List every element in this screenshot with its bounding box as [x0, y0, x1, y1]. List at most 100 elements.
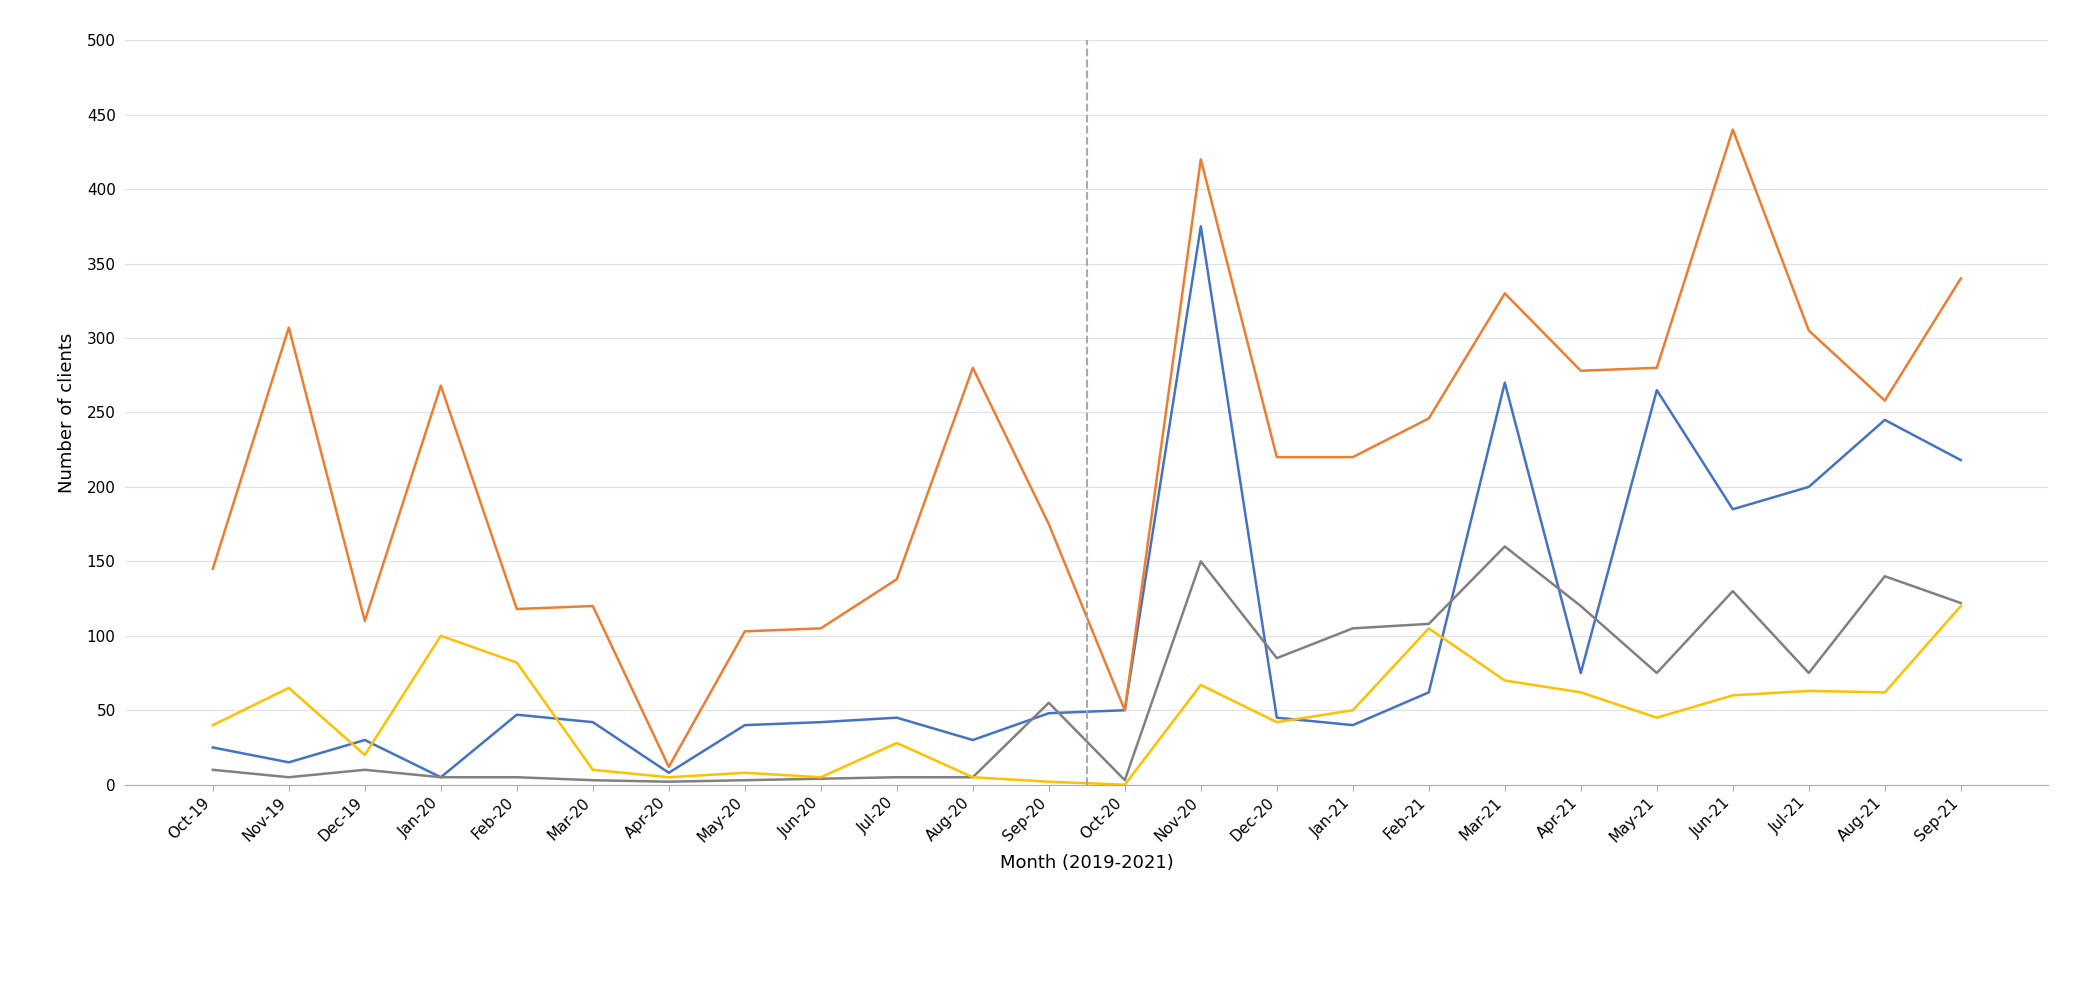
Fife [1037, 697, 1062, 709]
Spilhaus [959, 734, 984, 746]
Fife [884, 772, 909, 784]
Mpilo [581, 764, 606, 776]
Lister [1795, 325, 1820, 337]
Mpilo [1720, 689, 1745, 701]
Fife [1795, 667, 1820, 679]
Mpilo [1112, 779, 1137, 791]
Fife [1417, 618, 1442, 630]
Mpilo [276, 682, 301, 694]
Spilhaus [353, 734, 378, 746]
Mpilo [1645, 711, 1670, 723]
Mpilo [1189, 679, 1214, 691]
Mpilo [504, 657, 529, 669]
Mpilo [1340, 704, 1365, 716]
Mpilo [1795, 685, 1820, 697]
Y-axis label: Number of clients: Number of clients [59, 332, 75, 493]
X-axis label: Month (2019-2021): Month (2019-2021) [999, 854, 1175, 871]
Fife [732, 775, 757, 787]
Spilhaus [1568, 667, 1593, 679]
Spilhaus [809, 716, 834, 728]
Mpilo [428, 630, 454, 642]
Fife [201, 764, 226, 776]
Spilhaus [656, 767, 681, 779]
Mpilo [809, 772, 834, 784]
Lister [809, 623, 834, 635]
Fife [656, 776, 681, 788]
Mpilo [201, 719, 226, 731]
Lister [1645, 362, 1670, 374]
Lister [1948, 273, 1973, 285]
Mpilo [1037, 776, 1062, 788]
Line: Mpilo: Mpilo [213, 606, 1960, 785]
Mpilo [353, 748, 378, 761]
Lister [276, 322, 301, 334]
Spilhaus [1417, 686, 1442, 698]
Spilhaus [1645, 384, 1670, 396]
Line: Spilhaus: Spilhaus [213, 226, 1960, 778]
Fife [428, 772, 454, 784]
Mpilo [884, 737, 909, 749]
Fife [1189, 555, 1214, 567]
Lister [581, 600, 606, 612]
Mpilo [1873, 686, 1898, 698]
Spilhaus [428, 772, 454, 784]
Lister [1720, 124, 1745, 136]
Mpilo [1417, 623, 1442, 635]
Lister [656, 761, 681, 773]
Fife [276, 772, 301, 784]
Lister [504, 603, 529, 615]
Lister [353, 615, 378, 627]
Lister [1873, 394, 1898, 406]
Fife [1645, 667, 1670, 679]
Lister [732, 626, 757, 638]
Mpilo [1264, 716, 1290, 728]
Spilhaus [504, 708, 529, 720]
Fife [1264, 652, 1290, 664]
Spilhaus [276, 757, 301, 769]
Spilhaus [1720, 503, 1745, 515]
Spilhaus [1795, 481, 1820, 493]
Fife [353, 764, 378, 776]
Lister [1492, 288, 1517, 300]
Lister [1037, 518, 1062, 530]
Spilhaus [201, 741, 226, 753]
Spilhaus [1873, 413, 1898, 426]
Fife [809, 773, 834, 785]
Fife [1568, 600, 1593, 612]
Fife [1112, 775, 1137, 787]
Lister [1568, 365, 1593, 377]
Fife [581, 775, 606, 787]
Spilhaus [1189, 220, 1214, 232]
Fife [1873, 570, 1898, 582]
Spilhaus [1948, 454, 1973, 466]
Spilhaus [581, 716, 606, 728]
Fife [959, 772, 984, 784]
Lister [1112, 704, 1137, 716]
Mpilo [1492, 674, 1517, 686]
Mpilo [1568, 686, 1593, 698]
Fife [1492, 540, 1517, 552]
Mpilo [959, 772, 984, 784]
Spilhaus [884, 711, 909, 723]
Mpilo [656, 772, 681, 784]
Line: Lister: Lister [213, 130, 1960, 767]
Fife [504, 772, 529, 784]
Fife [1340, 623, 1365, 635]
Fife [1948, 597, 1973, 609]
Spilhaus [732, 719, 757, 731]
Spilhaus [1037, 707, 1062, 719]
Fife [1720, 585, 1745, 598]
Lister [1340, 451, 1365, 463]
Lister [428, 379, 454, 391]
Spilhaus [1264, 711, 1290, 723]
Spilhaus [1340, 719, 1365, 731]
Lister [1264, 451, 1290, 463]
Lister [884, 573, 909, 585]
Spilhaus [1112, 704, 1137, 716]
Lister [1417, 412, 1442, 425]
Line: Fife: Fife [213, 546, 1960, 782]
Mpilo [1948, 600, 1973, 612]
Spilhaus [1492, 376, 1517, 388]
Lister [1189, 153, 1214, 165]
Mpilo [732, 767, 757, 779]
